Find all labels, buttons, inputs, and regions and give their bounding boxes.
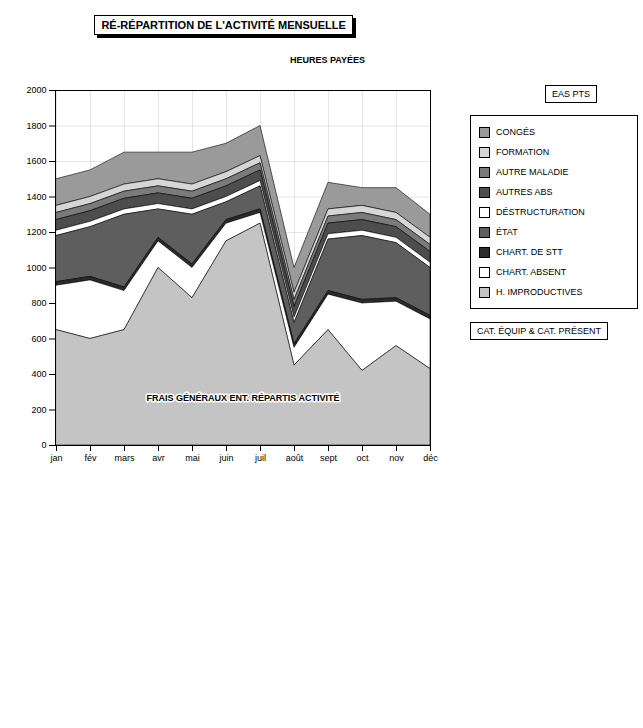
html-text:FORMATION: FORMATION	[496, 147, 550, 157]
svg-text:juil: juil	[254, 453, 266, 463]
svg-text:1200: 1200	[26, 227, 46, 237]
svg-text:600: 600	[31, 334, 46, 344]
svg-text:FRAIS GÉNÉRAUX ENT. RÉPARTIS A: FRAIS GÉNÉRAUX ENT. RÉPARTIS ACTIVITÉ	[146, 393, 339, 403]
svg-text:jan: jan	[49, 453, 62, 463]
html-text:CONGÉS: CONGÉS	[496, 127, 535, 137]
html-text:H. IMPRODUCTIVES: H. IMPRODUCTIVES	[496, 287, 583, 297]
svg-text:mai: mai	[185, 453, 200, 463]
svg-text:800: 800	[31, 298, 46, 308]
html-text:EAS PTS: EAS PTS	[552, 89, 590, 99]
svg-text:nov: nov	[389, 453, 404, 463]
svg-text:sept: sept	[320, 453, 338, 463]
svg-text:1400: 1400	[26, 192, 46, 202]
html-text:AUTRES ABS: AUTRES ABS	[496, 187, 553, 197]
html-text:CAT. ÉQUIP & CAT. PRÉSENT: CAT. ÉQUIP & CAT. PRÉSENT	[477, 326, 601, 336]
svg-text:400: 400	[31, 369, 46, 379]
svg-text:août: août	[286, 453, 304, 463]
svg-text:oct: oct	[356, 453, 369, 463]
svg-text:avr: avr	[152, 453, 165, 463]
html-text:AUTRE MALADIE: AUTRE MALADIE	[496, 167, 569, 177]
svg-text:fév: fév	[84, 453, 97, 463]
svg-text:1600: 1600	[26, 156, 46, 166]
svg-text:1800: 1800	[26, 121, 46, 131]
html-text:RÉ-RÉPARTITION DE L'ACTIVITÉ M: RÉ-RÉPARTITION DE L'ACTIVITÉ MENSUELLE	[101, 19, 346, 31]
svg-text:déc: déc	[423, 453, 438, 463]
svg-text:200: 200	[31, 405, 46, 415]
html-text:DÉSTRUCTURATION: DÉSTRUCTURATION	[496, 207, 585, 217]
svg-text:1000: 1000	[26, 263, 46, 273]
svg-text:juin: juin	[218, 453, 233, 463]
html-text:CHART. DE STT: CHART. DE STT	[496, 247, 563, 257]
svg-text:0: 0	[41, 440, 46, 450]
html-text:ÉTAT: ÉTAT	[496, 227, 518, 237]
svg-text:2000: 2000	[26, 85, 46, 95]
html-text:CHART. ABSENT: CHART. ABSENT	[496, 267, 567, 277]
svg-text:mars: mars	[115, 453, 135, 463]
html-text:HEURES PAYÉES: HEURES PAYÉES	[290, 55, 365, 65]
